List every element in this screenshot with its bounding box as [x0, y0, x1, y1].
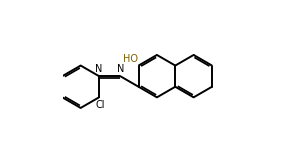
- Text: Cl: Cl: [95, 100, 105, 110]
- Text: HO: HO: [123, 54, 138, 64]
- Text: N: N: [95, 64, 103, 74]
- Text: N: N: [116, 64, 124, 74]
